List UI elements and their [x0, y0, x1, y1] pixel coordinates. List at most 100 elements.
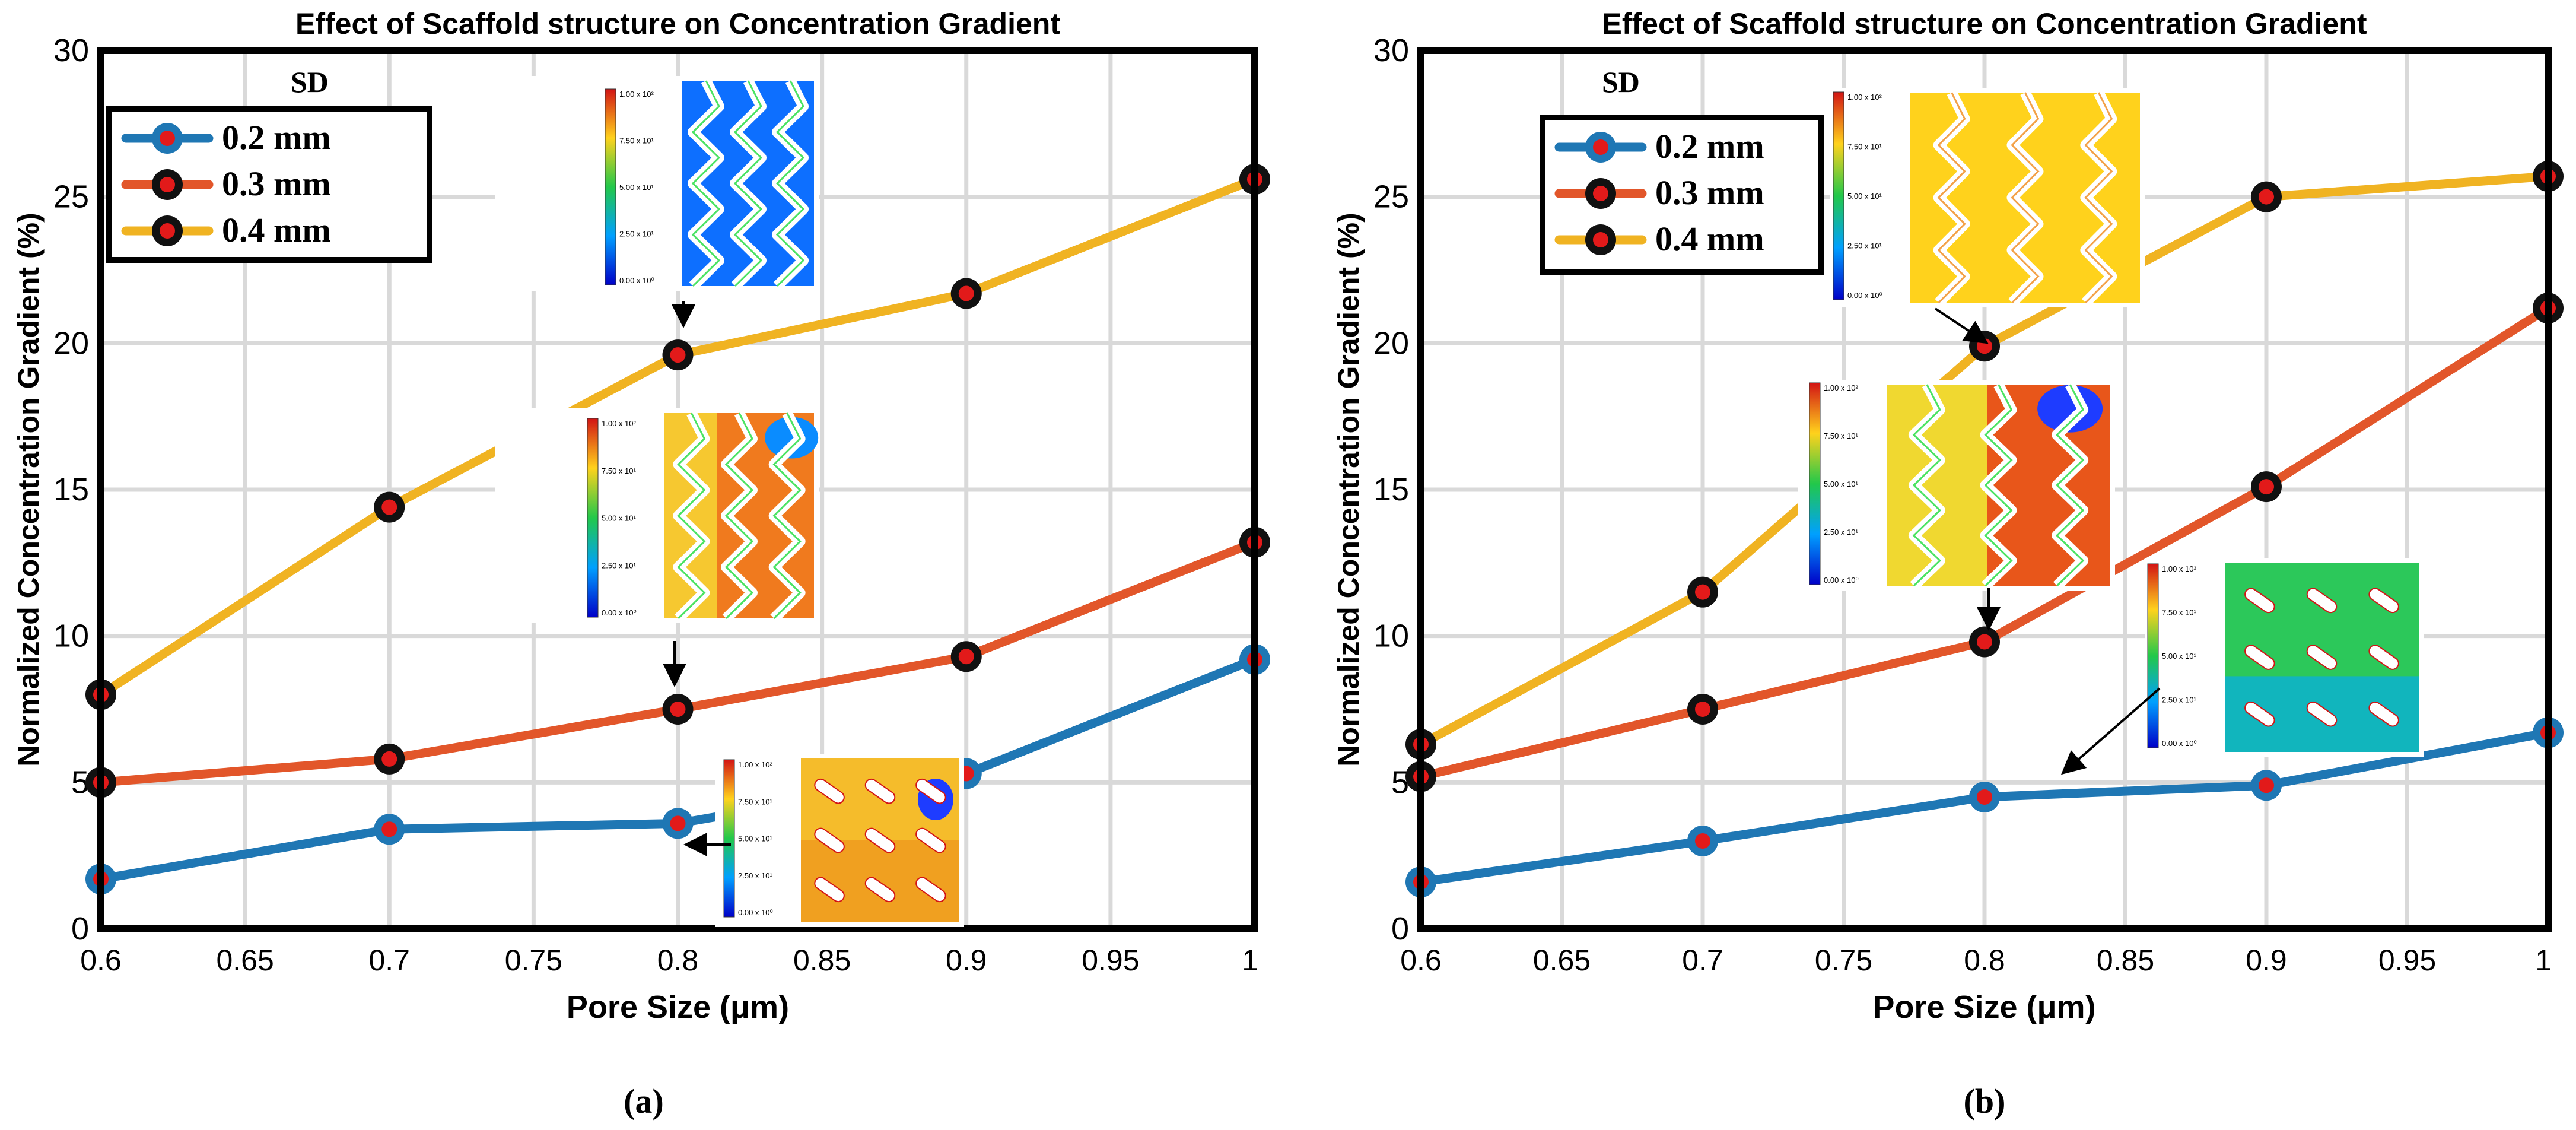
- data-point-center: [958, 649, 974, 665]
- y-tick-label: 20: [1373, 325, 1409, 361]
- inset-field: [1910, 90, 2140, 307]
- pore-slot: [814, 778, 845, 804]
- chart-panel-a: 0.6 0.65 0.7 0.75 0.8 0.85 0.9 0.95 105101520253…: [12, 7, 1270, 1121]
- y-tick-label: 15: [1373, 472, 1409, 507]
- data-point-center: [381, 751, 397, 767]
- x-tick-label: 0.8: [1964, 944, 2005, 977]
- pore-edge: [733, 80, 763, 287]
- legend-marker-center: [160, 177, 175, 192]
- y-axis-label: Normalized Concentration Gradient (%): [12, 212, 45, 766]
- colorbar-tick-label: 7.50 x 10¹: [1824, 431, 1858, 440]
- colorbar-tick-label: 0.00 x 10⁰: [1824, 576, 1859, 585]
- legend-entry: 0.4 mm: [1655, 220, 1764, 258]
- x-tick-label: 0.85: [2097, 944, 2154, 977]
- y-tick-label: 30: [1373, 33, 1409, 68]
- x-tick-label: 0.9: [2246, 944, 2287, 977]
- inset-field: [1887, 382, 2110, 590]
- data-point-center: [1695, 584, 1710, 600]
- annotation-arrow: [1934, 307, 1989, 344]
- legend-marker-center: [1593, 186, 1608, 201]
- colorbar-tick-label: 1.00 x 10²: [738, 760, 772, 769]
- colorbar-tick-label: 0.00 x 10⁰: [619, 276, 654, 285]
- pore-edge: [1937, 92, 1966, 304]
- y-tick-label: 25: [1373, 179, 1409, 215]
- colorbar-tick-label: 7.50 x 10¹: [738, 797, 772, 806]
- panel-label: (b): [1964, 1082, 2006, 1121]
- pore-slot: [915, 827, 946, 853]
- axes-frame: [1417, 47, 2552, 932]
- inset-contour-plot: 1.00 x 10² 7.50 x 10¹ 5.00 x 10¹ 2.50 x 10¹…: [2145, 558, 2424, 757]
- data-point-center: [670, 702, 686, 717]
- pore-edge: [775, 80, 805, 287]
- x-tick-label: 0.9: [946, 944, 987, 977]
- x-tick-label: 1: [2535, 944, 2552, 977]
- colorbar-tick-label: 2.50 x 10¹: [1847, 242, 1882, 250]
- data-point-center: [2259, 189, 2274, 205]
- inset-colorbar: [2147, 563, 2159, 748]
- colorbar-tick-label: 5.00 x 10¹: [1824, 480, 1858, 488]
- x-tick-label: 0.95: [2378, 944, 2436, 977]
- x-tick-label: 0.65: [216, 944, 273, 977]
- data-point-center: [670, 347, 686, 363]
- y-tick-label: 0: [71, 911, 89, 947]
- y-tick-label: 5: [1391, 764, 1409, 800]
- annotation-arrow: [2060, 687, 2161, 775]
- y-tick-label: 0: [1391, 911, 1409, 947]
- pore-edge: [724, 412, 754, 620]
- data-point-center: [1977, 634, 1992, 650]
- pore-slot: [2306, 701, 2338, 727]
- colorbar-tick-label: 5.00 x 10¹: [2162, 652, 2196, 661]
- x-tick-label: 0.8: [657, 944, 699, 977]
- pore-edge: [1912, 384, 1942, 587]
- pore-slot: [915, 778, 946, 804]
- colorbar-tick-label: 1.00 x 10²: [1824, 383, 1858, 392]
- axes-frame: [97, 47, 1258, 932]
- x-tick-label: 0.7: [1682, 944, 1723, 977]
- y-tick-label: 10: [53, 618, 89, 654]
- field-spot: [2037, 385, 2103, 433]
- pore-edge: [1984, 384, 2013, 587]
- inset-field: [664, 410, 819, 623]
- inset-field: [2225, 563, 2419, 752]
- colorbar-tick-label: 2.50 x 10¹: [738, 871, 772, 880]
- legend-entry: 0.3 mm: [222, 164, 331, 203]
- x-axis-label: Pore Size (μm): [567, 989, 789, 1025]
- data-point-center: [958, 285, 974, 301]
- inset-colorbar: [1809, 382, 1821, 585]
- colorbar-tick-label: 7.50 x 10¹: [2162, 608, 2196, 617]
- chart-panel-b: 0.6 0.65 0.7 0.75 0.8 0.85 0.9 0.95 105101520253…: [1332, 7, 2564, 1121]
- field-band: [664, 413, 717, 618]
- inset-colorbar: [1833, 91, 1844, 300]
- data-point-center: [1695, 833, 1710, 849]
- x-tick-label: 0.75: [1815, 944, 1872, 977]
- data-point-center: [381, 821, 397, 837]
- pore-edge: [2055, 384, 2085, 587]
- field-spot: [765, 417, 819, 459]
- data-point-center: [670, 815, 686, 831]
- inset-contour-plot: 1.00 x 10² 7.50 x 10¹ 5.00 x 10¹ 2.50 x 10¹…: [495, 76, 819, 291]
- data-point-center: [1695, 702, 1710, 717]
- pore-slot: [2368, 701, 2399, 727]
- inset-colorbar: [587, 418, 599, 618]
- pore-slot: [2368, 645, 2399, 670]
- colorbar-tick-label: 2.50 x 10¹: [2162, 696, 2196, 704]
- colorbar-tick-label: 5.00 x 10¹: [738, 834, 772, 843]
- colorbar-tick-label: 2.50 x 10¹: [619, 230, 654, 239]
- legend: SD 0.2 mm 0.3 mm 0.4 mm: [1540, 65, 1824, 275]
- legend-entry: 0.4 mm: [222, 211, 331, 249]
- legend-marker-center: [160, 223, 175, 239]
- pore-slot: [2244, 588, 2275, 614]
- colorbar-tick-label: 1.00 x 10²: [602, 419, 636, 428]
- pore-edge: [2011, 92, 2040, 304]
- inset-field: [682, 78, 814, 290]
- inset-contour-plot: 1.00 x 10² 7.50 x 10¹ 5.00 x 10¹ 2.50 x 10¹…: [1830, 88, 2145, 307]
- x-tick-label: 1: [1242, 944, 1258, 977]
- inset-contour-plot: 1.00 x 10² 7.50 x 10¹ 5.00 x 10¹ 2.50 x 10¹…: [1798, 380, 2115, 591]
- inset-contour-plot: 1.00 x 10² 7.50 x 10¹ 5.00 x 10¹ 2.50 x 10¹…: [495, 408, 819, 623]
- pore-slot: [2244, 645, 2275, 670]
- data-point-center: [1977, 789, 1992, 805]
- colorbar-tick-label: 1.00 x 10²: [619, 90, 654, 99]
- pore-slot: [814, 827, 845, 853]
- legend-entry: 0.3 mm: [1655, 173, 1764, 212]
